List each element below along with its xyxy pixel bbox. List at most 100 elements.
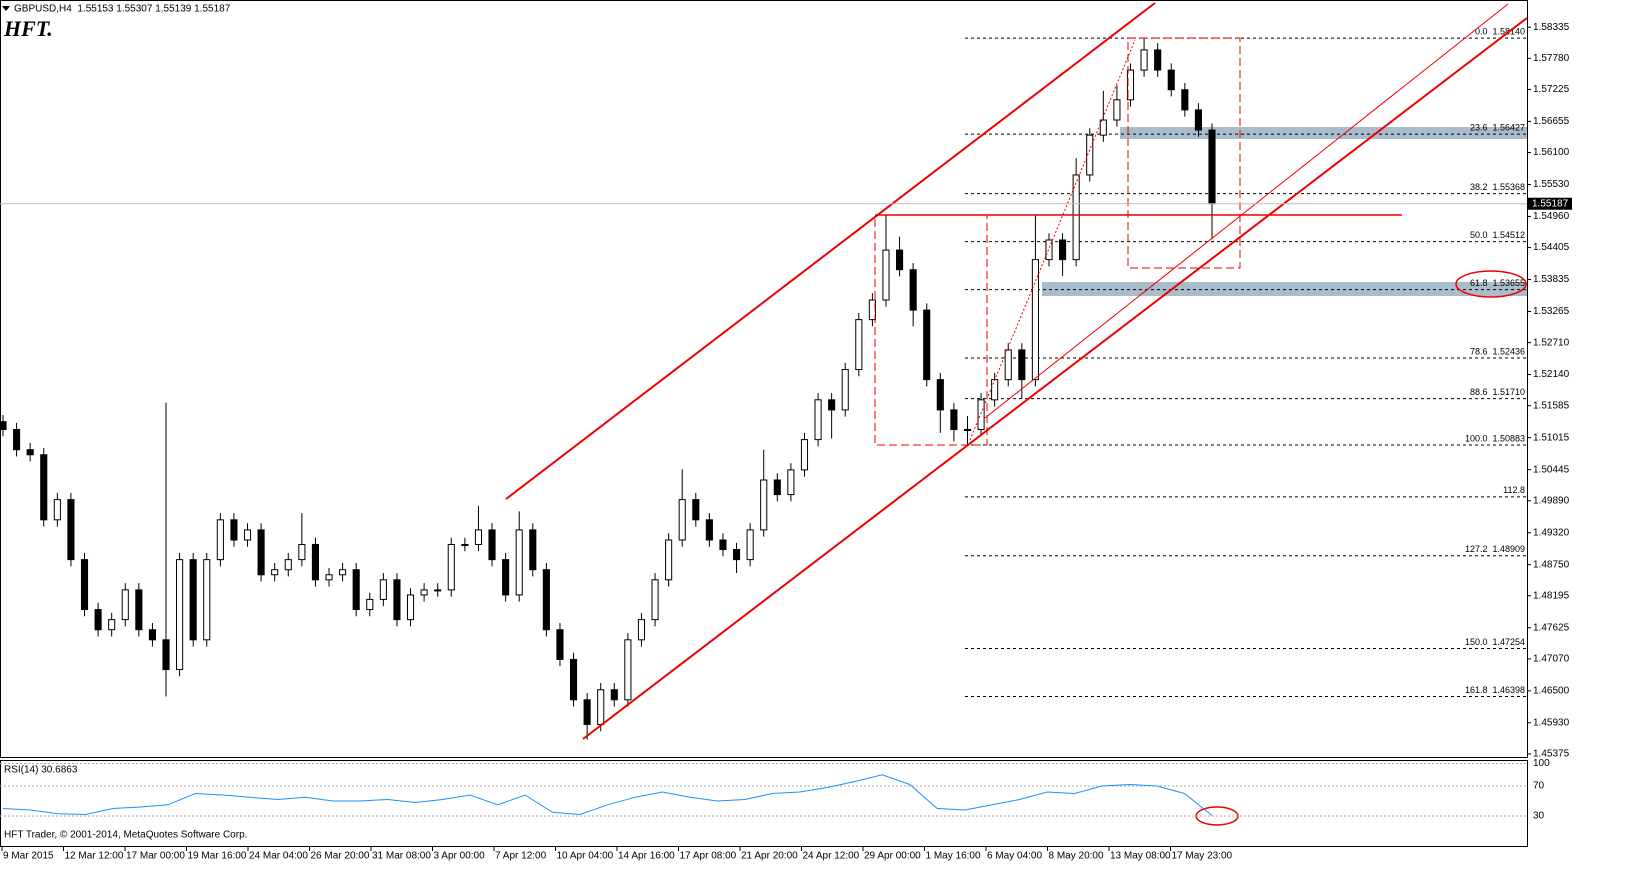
candle-body [828, 399, 836, 411]
candle-body [624, 639, 632, 701]
candle-body [0, 421, 7, 431]
candle-body [597, 689, 605, 725]
y-tick-label: 1.56100 [1533, 147, 1570, 158]
candle-body [651, 579, 659, 621]
rsi-frame [0, 760, 1528, 847]
x-tick-label: 24 Mar 04:00 [249, 851, 308, 862]
candle-body [814, 399, 822, 441]
candle-body [515, 529, 523, 596]
x-tick-label: 9 Mar 2015 [3, 851, 54, 862]
candle-body [963, 429, 972, 432]
candle-body [1004, 349, 1012, 381]
candle-body [108, 619, 116, 631]
candle-body [583, 699, 591, 725]
candle-body [1059, 239, 1067, 261]
rsi-line [2, 774, 1213, 816]
box [1127, 37, 1241, 269]
y-tick-label: 1.55530 [1533, 179, 1570, 190]
trend-line [984, 3, 1509, 419]
candle-body [434, 589, 442, 592]
candle-body [1181, 89, 1189, 111]
candle-body [502, 559, 510, 596]
fib-label: 23.6 1.56427 [1470, 123, 1525, 133]
candle-body [882, 249, 890, 301]
candle-body [732, 549, 741, 561]
candle-body [40, 454, 48, 521]
fib-label: 127.2 1.48909 [1465, 544, 1525, 554]
y-tick-label: 1.46500 [1533, 685, 1570, 696]
x-tick-label: 1 May 16:00 [926, 851, 981, 862]
candle-body [529, 529, 537, 571]
candle-body [936, 379, 944, 411]
box [874, 214, 988, 446]
y-tick-label: 1.48750 [1533, 559, 1570, 570]
candle-body [1018, 349, 1026, 381]
x-tick-label: 21 Apr 20:00 [741, 851, 798, 862]
x-tick-label: 14 Apr 16:00 [618, 851, 675, 862]
candle-body [800, 439, 809, 471]
fib-label: 112.8 [1503, 485, 1525, 495]
y-tick-label: 1.50445 [1533, 464, 1570, 475]
candle-body [909, 269, 917, 311]
current-price-label: 1.55187 [1532, 198, 1569, 209]
fib-label: 50.0 1.54512 [1470, 230, 1525, 240]
candle-body [176, 559, 184, 671]
candle-body [488, 529, 496, 561]
candle-body [610, 689, 618, 701]
candle-body [719, 539, 727, 551]
candle-body [773, 479, 781, 496]
y-tick-label: 1.49320 [1533, 527, 1570, 538]
candle-body [1072, 174, 1080, 261]
candle-body [298, 543, 306, 561]
candle-body [352, 569, 360, 611]
candle-body [393, 579, 401, 621]
candle-body [923, 309, 931, 381]
x-tick-label: 24 Apr 12:00 [803, 851, 860, 862]
x-tick-label: 8 May 20:00 [1049, 851, 1104, 862]
candle-body [94, 609, 102, 631]
candle-body [67, 499, 75, 561]
candle-body [665, 539, 673, 581]
candle-body [1099, 119, 1107, 136]
candle-body [339, 569, 347, 576]
candle-body [1167, 69, 1175, 91]
candle-body [26, 449, 34, 456]
candle-group [0, 38, 1216, 740]
x-tick-label: 10 Apr 04:00 [557, 851, 614, 862]
candle-body [366, 598, 374, 611]
channel-line [582, 17, 1528, 740]
footer: HFT Trader, © 2001-2014, MetaQuotes Soft… [4, 830, 247, 841]
y-tick-label: 1.57780 [1533, 53, 1570, 64]
y-tick-label: 1.51015 [1533, 432, 1570, 443]
price-tag-bg [1528, 197, 1572, 210]
main-frame [0, 0, 1528, 758]
channel-line [505, 2, 1156, 500]
fib-group: 0.0 1.58140 23.6 1.56427 38.2 1.55368 50.0 … [965, 27, 1527, 698]
candle-body [542, 569, 550, 631]
candle-body [569, 658, 578, 701]
candle-body [1113, 99, 1121, 121]
candle-body [257, 529, 265, 576]
fib-label: 100.0 1.50883 [1465, 433, 1525, 443]
candle-body [950, 409, 958, 431]
y-tick-label: 1.58335 [1533, 22, 1570, 33]
candle-body [13, 429, 21, 451]
y-tick-label: 1.45930 [1533, 717, 1570, 728]
candle-body [1154, 49, 1162, 71]
fib-label: 150.0 1.47254 [1465, 637, 1525, 647]
menu-icon [2, 6, 10, 11]
candle-body [216, 519, 224, 561]
candle-body [896, 249, 904, 271]
symbol-header: GBPUSD,H4 1.55153 1.55307 1.55139 1.5518… [14, 4, 231, 15]
candle-body [53, 499, 61, 521]
x-tick-label: 17 Mar 00:00 [126, 851, 185, 862]
candle-body [243, 529, 252, 541]
fib-label: 0.0 1.58140 [1475, 27, 1525, 37]
x-tick-label: 19 Mar 16:00 [188, 851, 247, 862]
y-tick-label: 1.47625 [1533, 622, 1570, 633]
x-tick-label: 13 May 08:00 [1110, 851, 1171, 862]
candle-body [991, 379, 999, 401]
candle-body [80, 559, 89, 611]
